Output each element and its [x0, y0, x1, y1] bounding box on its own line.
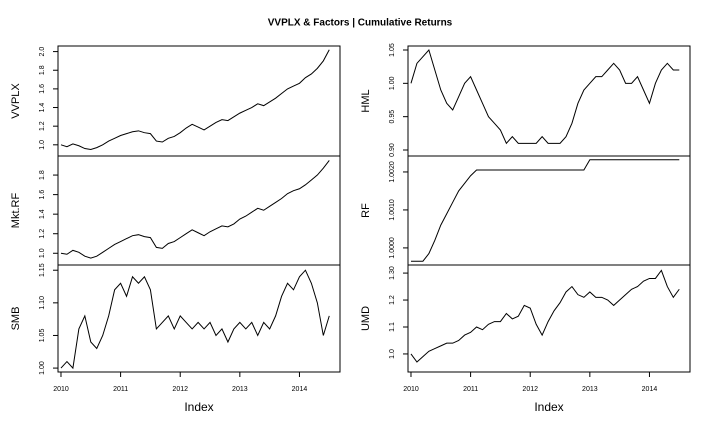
y-tick-label: 1.30 [389, 266, 396, 280]
y-axis-label: VVPLX [10, 83, 22, 119]
y-tick-label: 1.05 [39, 329, 46, 343]
panel-frame [57, 264, 341, 373]
x-tick-label: 2014 [292, 386, 308, 393]
chart-title: VVPLX & Factors | Cumulative Returns [268, 18, 453, 29]
y-tick-label: 2.0 [39, 47, 46, 57]
y-tick-label: 1.15 [39, 263, 46, 277]
x-axis-label: Index [534, 400, 563, 414]
y-axis-label: UMD [360, 306, 372, 331]
x-tick-label: 2013 [232, 386, 248, 393]
x-tick-label: 2010 [53, 386, 69, 393]
y-tick-label: 1.10 [39, 296, 46, 310]
x-tick-label: 2011 [113, 386, 128, 393]
x-tick-label: 2013 [582, 386, 598, 393]
panel-frame [407, 264, 691, 373]
x-tick-label: 2011 [463, 386, 478, 393]
y-axis-label: SMB [10, 307, 22, 331]
panel-frame [407, 45, 691, 157]
y-tick-label: 1.8 [39, 65, 46, 75]
panel-frame [407, 155, 691, 266]
x-tick-label: 2010 [403, 386, 419, 393]
y-axis-label: RF [360, 203, 372, 218]
y-tick-label: 1.8 [39, 170, 46, 180]
y-tick-label: 1.05 [389, 43, 396, 57]
series-line [410, 49, 680, 145]
y-tick-label: 1.0010 [389, 199, 396, 221]
y-tick-label: 1.4 [39, 103, 46, 113]
x-axis-label: Index [184, 400, 213, 414]
series-line [410, 159, 680, 262]
series-line [60, 49, 330, 150]
y-tick-label: 1.0 [39, 248, 46, 258]
y-tick-label: 0.90 [389, 143, 396, 157]
y-tick-label: 1.2 [39, 121, 46, 131]
y-tick-label: 1.6 [39, 84, 46, 94]
series-line [60, 160, 330, 259]
x-tick-label: 2014 [642, 386, 658, 393]
y-tick-label: 1.0000 [389, 237, 396, 259]
y-tick-label: 1.0 [39, 140, 46, 150]
panel-frame [57, 155, 341, 266]
y-tick-label: 1.00 [39, 361, 46, 375]
panel-frame [57, 45, 341, 157]
y-axis-label: HML [360, 89, 372, 112]
y-tick-label: 1.00 [389, 76, 396, 90]
y-tick-label: 1.0020 [389, 161, 396, 183]
y-tick-label: 0.95 [389, 110, 396, 124]
y-tick-label: 1.2 [39, 229, 46, 239]
x-tick-label: 2012 [522, 386, 538, 393]
series-line [60, 269, 330, 370]
y-tick-label: 1.4 [39, 209, 46, 219]
y-tick-label: 1.0 [389, 349, 396, 359]
series-line [410, 269, 680, 363]
y-tick-label: 1.2 [389, 295, 396, 305]
x-tick-label: 2012 [172, 386, 188, 393]
y-tick-label: 1.6 [39, 190, 46, 200]
y-axis-label: Mkt.RF [10, 193, 22, 229]
y-tick-label: 1.1 [389, 322, 396, 332]
